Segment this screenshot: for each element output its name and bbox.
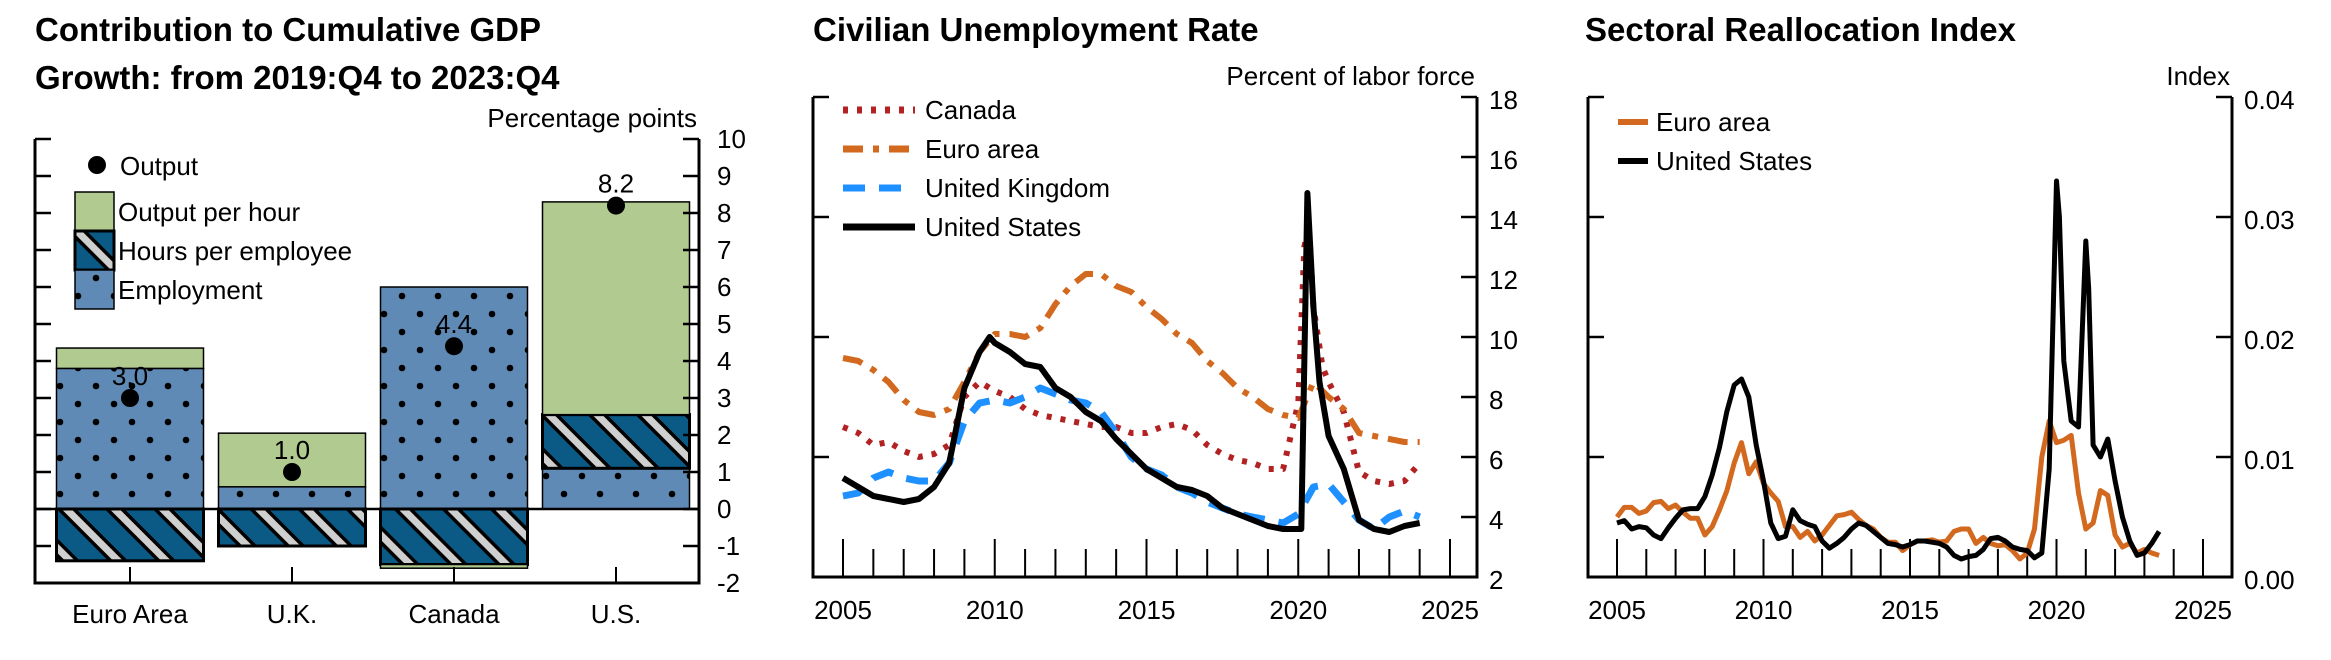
sectoral-reallocation-chart: Sectoral Reallocation Index Index 0.04 0.03… [1585,11,2295,625]
y-axis-label: Percentage points [487,103,697,133]
y-tick-label: 0.04 [2244,85,2295,115]
y-tick-label: 7 [717,235,731,265]
series-line-euro-area [842,271,1420,445]
series-line-united-states [841,190,1421,535]
x-tick-label: Canada [408,599,500,629]
legend-label: United States [925,212,1081,242]
y-tick-label: 0.01 [2244,445,2295,475]
legend-label: Canada [925,95,1017,125]
output-marker [283,463,301,481]
legend-swatch [73,229,116,272]
x-tick-label: 2020 [1269,595,1327,625]
y-tick-label: 0.03 [2244,205,2295,235]
x-tick-label: 2025 [1421,595,1479,625]
y-tick-label: 0.00 [2244,565,2295,595]
chart-title: Growth: from 2019:Q4 to 2023:Q4 [35,59,560,96]
x-tick-label: U.K. [267,599,318,629]
x-tick-label: U.S. [591,599,642,629]
chart-title: Civilian Unemployment Rate [813,11,1259,48]
output-marker [445,337,463,356]
unemployment-rate-chart: Civilian Unemployment Rate Percent of lab… [811,11,1518,625]
chart-title: Sectoral Reallocation Index [1585,11,2017,48]
bar-employment [379,286,529,510]
y-tick-label: 3 [717,383,731,413]
bar-output-per-hour [55,347,205,370]
y-tick-label: 12 [1489,265,1518,295]
output-data-label: 8.2 [598,169,634,199]
bar-hours-per-employee [55,507,205,563]
y-tick-label: -2 [717,568,740,598]
x-tick-label: 2015 [1118,595,1176,625]
legend-swatch [74,269,115,310]
y-tick-label: 8 [717,198,731,228]
x-tick-label: 2010 [966,595,1024,625]
bar-hours-per-employee [541,413,691,470]
series-line-united-kingdom [842,384,1421,533]
y-tick-label: 5 [717,309,731,339]
y-tick-label: 4 [717,346,731,376]
gdp-contribution-chart: Contribution to Cumulative GDP Growth: fr… [33,11,746,629]
chart-title: Contribution to Cumulative GDP [35,11,541,48]
legend-label: Output per hour [118,197,300,227]
x-tick-label: 2005 [1588,595,1646,625]
y-tick-label: 18 [1489,85,1518,115]
bar-employment [217,486,367,510]
series-line-united-states [1616,178,2162,562]
y-tick-label: 0.02 [2244,325,2295,355]
output-marker [121,389,139,407]
output-data-label: 4.4 [436,309,472,339]
x-tick-label: 2005 [814,595,872,625]
bar-output-per-hour [541,201,691,416]
legend-label: United States [1656,146,1812,176]
legend-label: Employment [118,275,263,305]
y-axis-label: Index [2166,61,2230,91]
legend-label: Euro area [1656,107,1771,137]
y-tick-label: 10 [1489,325,1518,355]
output-data-label: 1.0 [274,435,310,465]
bar-hours-per-employee [379,507,529,566]
legend-label: Euro area [925,134,1040,164]
x-tick-label: 2015 [1881,595,1939,625]
y-tick-label: 6 [717,272,731,302]
x-tick-label: 2020 [2028,595,2086,625]
output-data-label: 3.0 [112,361,148,391]
output-marker [607,196,625,215]
series-line-euro-area [1615,418,2160,562]
legend-label: United Kingdom [925,173,1110,203]
x-tick-label: 2010 [1735,595,1793,625]
y-tick-label: -1 [717,531,740,561]
y-tick-label: 0 [717,494,731,524]
axis-frame [811,97,1479,579]
y-tick-label: 4 [1489,505,1503,535]
y-tick-label: 16 [1489,145,1518,175]
legend-label: Hours per employee [118,236,352,266]
bar-employment [541,467,691,510]
y-tick-label: 8 [1489,385,1503,415]
y-tick-label: 10 [717,124,746,154]
x-tick-label: Euro Area [72,599,188,629]
y-tick-label: 2 [717,420,731,450]
legend-label: Output [120,151,199,181]
series-line-canada [841,223,1422,487]
x-tick-label: 2025 [2174,595,2232,625]
y-tick-label: 1 [717,457,731,487]
y-tick-label: 14 [1489,205,1518,235]
y-tick-label: 9 [717,161,731,191]
y-axis-label: Percent of labor force [1226,61,1475,91]
bar-hours-per-employee [217,507,367,548]
y-tick-label: 6 [1489,445,1503,475]
legend-output-marker [88,156,106,174]
y-tick-label: 2 [1489,565,1503,595]
legend-swatch [74,191,115,232]
